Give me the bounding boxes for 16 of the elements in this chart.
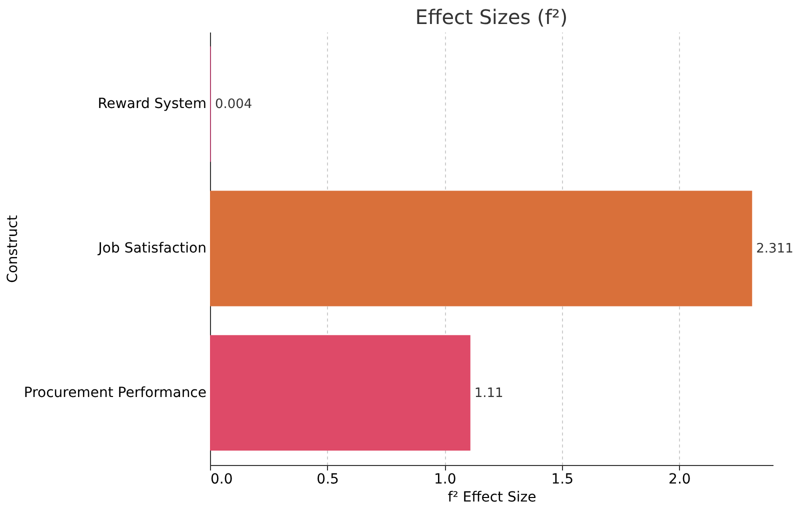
y-tick-label: Procurement Performance xyxy=(24,384,206,401)
y-tick-label: Reward System xyxy=(98,96,206,112)
bar xyxy=(210,335,470,451)
x-axis-title: f² Effect Size xyxy=(448,490,536,506)
data-label: 0.004 xyxy=(214,97,252,112)
x-tick-label: 1.0 xyxy=(434,472,456,488)
x-tick-label: 0.5 xyxy=(316,472,339,488)
x-tick-label: 2.0 xyxy=(668,472,691,488)
y-axis-title: Construct xyxy=(4,214,21,283)
x-tick-label: 0.0 xyxy=(210,472,233,488)
data-label: 1.11 xyxy=(474,386,504,401)
chart-title: Effect Sizes (f²) xyxy=(415,5,568,29)
data-label: 2.311 xyxy=(756,242,794,256)
x-tick-label: 1.5 xyxy=(551,472,574,488)
bar xyxy=(210,190,752,306)
y-tick-label: Job Satisfaction xyxy=(97,240,206,256)
